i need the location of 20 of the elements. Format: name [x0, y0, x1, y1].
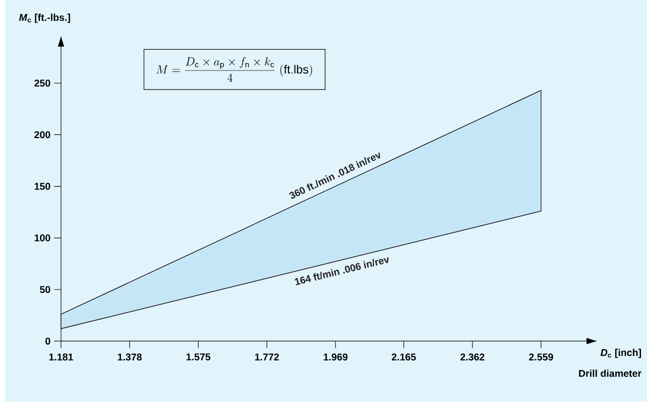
y-tick-label: 250 — [34, 80, 50, 87]
y-tick-label: 200 — [34, 131, 50, 138]
annotation: $M=\frac{D_{\mathrm{c}}\times a_{\mathrm{p}}\times f_{\mathrm{n}}\times k_{\mathrm{c}}}{4}\;\mathrm{(ft.lbs)}$ — [156, 57, 312, 82]
y-tick-label: 50 — [40, 286, 50, 294]
y-tick-label: 100 — [34, 234, 50, 242]
x-axis-title: D$_{c}$ [inch] — [600, 349, 641, 358]
text: 360 ft./min .018 in/rev — [289, 152, 380, 199]
text: 164 ft/min .006 in/rev — [294, 257, 389, 286]
x-tick-label: 2.559 — [529, 354, 554, 361]
x-tick-label: 2.362 — [460, 354, 484, 361]
x-tick-label: 1.575 — [186, 354, 210, 361]
y-tick-label: 0 — [45, 338, 50, 345]
x-tick-label: 1.181 — [49, 354, 74, 361]
x-tick-label: 1.969 — [324, 354, 348, 361]
y-tick-label: 150 — [34, 183, 50, 190]
y-axis-title: M$_{c}$ [ft.-lbs.] — [19, 14, 70, 24]
x-tick-label: 1.378 — [118, 354, 142, 361]
x-tick-label: 2.165 — [392, 354, 416, 361]
x-tick-label: 1.772 — [255, 354, 279, 361]
text: Drill diameter — [579, 370, 642, 378]
